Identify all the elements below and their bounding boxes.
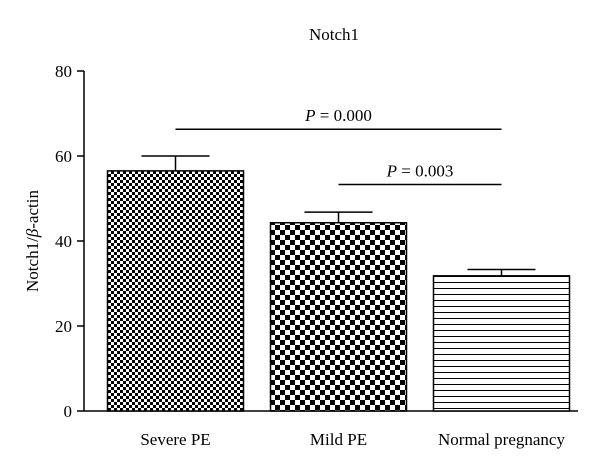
bar-2	[269, 221, 408, 412]
y-axis-label-italic: β	[23, 228, 42, 238]
p-value-label: P = 0.000	[304, 106, 372, 125]
x-tick-label: Normal pregnancy	[438, 430, 565, 449]
y-axis-label: Notch1/β-actin	[23, 190, 42, 292]
significance-annotations: P = 0.000 P = 0.003	[175, 106, 502, 186]
y-tick-label: 80	[55, 62, 72, 81]
error-bars	[141, 155, 536, 276]
y-tick-label: 0	[64, 402, 73, 421]
y-tick-label: 40	[55, 232, 72, 251]
x-tick-label: Severe PE	[140, 430, 210, 449]
x-tick-label: Mild PE	[310, 430, 367, 449]
bars	[106, 170, 571, 412]
x-tick-labels: Severe PE Mild PE Normal pregnancy	[140, 430, 565, 449]
y-tick-label: 20	[55, 317, 72, 336]
y-tick-label: 60	[55, 147, 72, 166]
y-axis-label-suffix: -actin	[23, 190, 42, 229]
y-axis: 0 20 40 60 80	[55, 62, 85, 421]
chart-title: Notch1	[309, 25, 359, 44]
bar-3	[432, 275, 571, 412]
p-value-label: P = 0.003	[386, 161, 454, 180]
bar-1	[106, 170, 245, 412]
y-axis-label-prefix: Notch1/	[23, 237, 42, 292]
